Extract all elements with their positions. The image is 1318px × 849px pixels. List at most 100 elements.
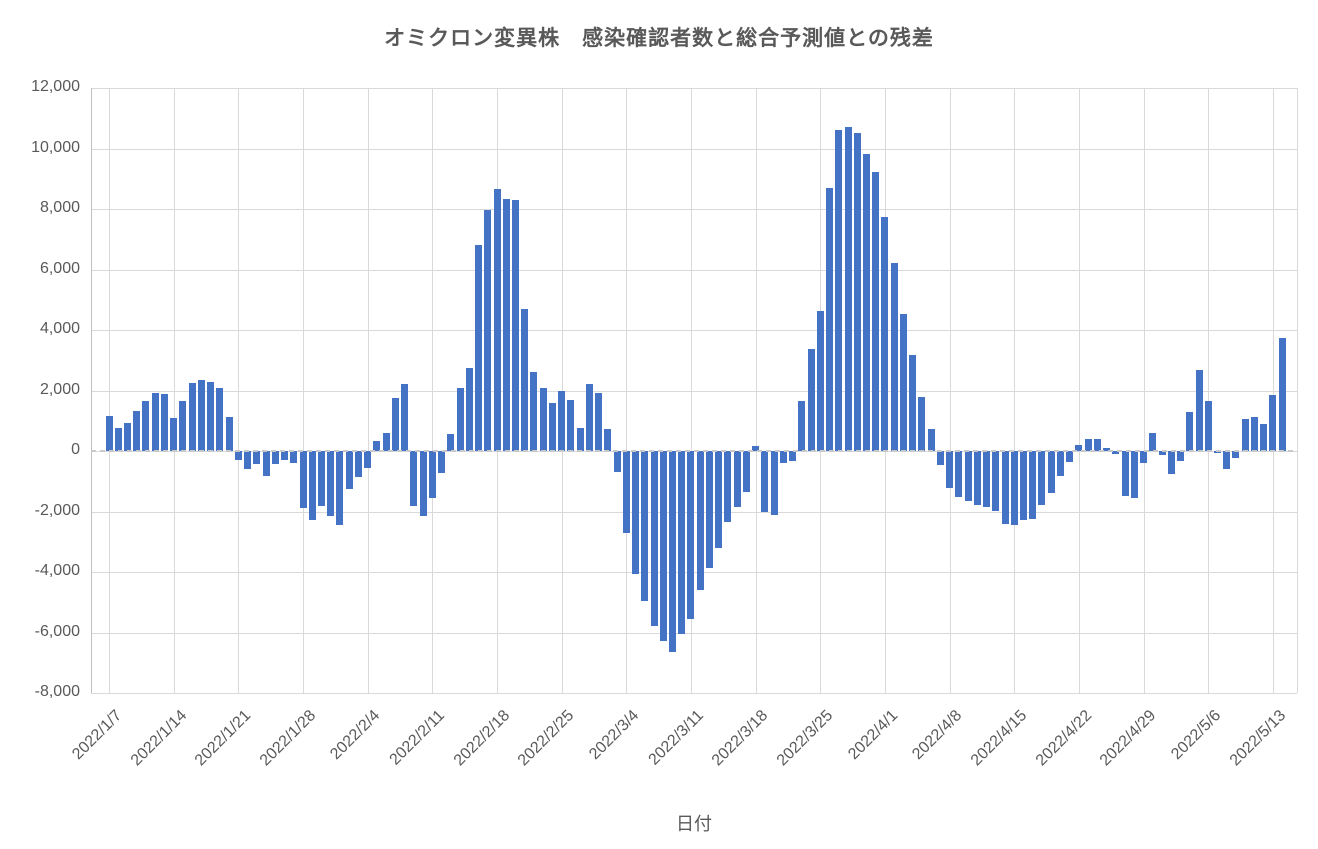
- bar: [853, 133, 861, 451]
- bar: [475, 244, 482, 451]
- x-tick-label: 2022/4/8: [909, 707, 966, 764]
- gridline-vertical: [1208, 88, 1210, 693]
- x-tick-label: 2022/3/4: [586, 707, 643, 764]
- bar: [983, 451, 990, 508]
- bar: [632, 451, 639, 574]
- gridline-vertical: [690, 88, 692, 693]
- bar: [650, 451, 658, 627]
- bar: [927, 429, 935, 451]
- x-tick-label: 2022/2/25: [515, 707, 578, 770]
- bar: [345, 451, 353, 490]
- bar: [197, 379, 205, 451]
- x-tick-label: 2022/5/13: [1226, 707, 1289, 770]
- bar: [1084, 439, 1092, 451]
- x-tick-label: 2022/4/15: [967, 707, 1031, 770]
- bar: [936, 451, 944, 465]
- y-tick-label: 10,000: [31, 138, 80, 156]
- y-tick-label: 2,000: [39, 380, 80, 398]
- bar: [511, 199, 519, 451]
- x-tick-label: 2022/1/28: [256, 707, 320, 770]
- bar: [1149, 432, 1157, 451]
- bar: [807, 349, 815, 451]
- bar: [576, 428, 584, 451]
- bar: [558, 390, 566, 451]
- bar: [826, 187, 833, 451]
- chart-title: オミクロン変異株 感染確認者数と総合予測値との残差: [384, 27, 934, 50]
- bar: [262, 451, 270, 477]
- x-tick-label: 2022/2/4: [327, 707, 384, 764]
- bar: [1020, 451, 1027, 520]
- gridline-horizontal: [91, 693, 1297, 694]
- gridline-vertical: [173, 88, 175, 693]
- bar: [946, 451, 954, 488]
- x-tick-label: 2022/3/18: [709, 707, 772, 770]
- bar: [234, 451, 242, 461]
- bar: [1093, 439, 1101, 451]
- bar: [548, 402, 556, 451]
- bar: [835, 129, 843, 451]
- bar: [179, 401, 187, 451]
- bar: [696, 451, 704, 591]
- gridline-horizontal: [91, 209, 1297, 210]
- gridline-vertical: [755, 88, 757, 693]
- bar: [1056, 451, 1064, 477]
- bar: [308, 451, 316, 520]
- bar: [752, 445, 760, 451]
- bar: [373, 441, 381, 451]
- x-axis-title: 日付: [676, 814, 712, 834]
- gridline-horizontal: [91, 269, 1297, 271]
- gridline-horizontal: [91, 330, 1297, 331]
- bar: [216, 388, 224, 451]
- bar: [271, 451, 279, 465]
- bar: [502, 199, 510, 451]
- plot-right-border: [1297, 88, 1298, 693]
- bar: [142, 400, 150, 451]
- bar: [1112, 451, 1120, 455]
- gridline-horizontal: [91, 390, 1297, 392]
- x-tick-label: 2022/4/29: [1097, 707, 1160, 770]
- bar: [1241, 419, 1249, 451]
- bar: [733, 451, 741, 507]
- bar: [669, 451, 676, 653]
- bar: [465, 367, 473, 451]
- bar: [391, 397, 399, 451]
- gridline-vertical: [1078, 88, 1080, 693]
- bar: [1269, 394, 1277, 451]
- bar: [964, 451, 972, 501]
- gridline-vertical: [561, 88, 563, 693]
- bar: [613, 451, 621, 473]
- bar: [290, 451, 298, 463]
- bar: [327, 451, 335, 516]
- bar: [1103, 447, 1111, 451]
- y-tick-label: -4,000: [34, 562, 80, 579]
- x-tick-label: 2022/3/25: [773, 707, 837, 770]
- bar: [678, 451, 686, 634]
- gridline-horizontal: [91, 148, 1297, 150]
- x-tick-label: 2022/3/11: [645, 707, 707, 769]
- y-tick-label: 4,000: [39, 320, 80, 337]
- gridline-vertical: [303, 88, 304, 693]
- bar: [299, 451, 307, 508]
- bar: [1167, 451, 1175, 475]
- x-tick-label: 2022/5/6: [1168, 707, 1225, 764]
- gridline-vertical: [949, 88, 951, 693]
- x-tick-label: 2022/1/21: [191, 707, 255, 770]
- bar: [318, 451, 325, 507]
- bar: [151, 392, 159, 451]
- x-tick-label: 2022/1/7: [68, 707, 126, 764]
- gridline-vertical: [109, 88, 110, 693]
- bar: [1066, 451, 1074, 463]
- bar: [909, 355, 917, 451]
- bar: [705, 451, 713, 569]
- bar: [1047, 451, 1055, 493]
- bar: [715, 451, 723, 548]
- bar: [1140, 451, 1147, 463]
- y-tick-label: 6,000: [39, 259, 80, 277]
- bar: [641, 451, 649, 601]
- bar: [844, 127, 852, 451]
- bar: [114, 428, 122, 451]
- x-tick-label: 2022/4/1: [844, 707, 901, 764]
- bar: [419, 451, 427, 517]
- bar: [1250, 416, 1258, 451]
